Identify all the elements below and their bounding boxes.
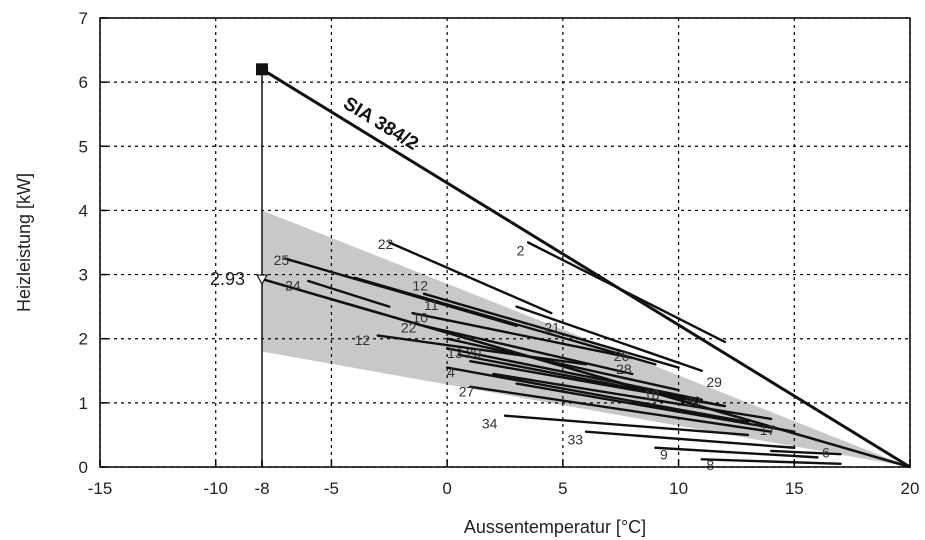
y-tick-label: 6 bbox=[79, 73, 88, 92]
series-number-label: 13 bbox=[447, 345, 463, 361]
series-number-label: 25 bbox=[274, 252, 290, 268]
mean-marker-point bbox=[255, 274, 269, 286]
series-line-29 bbox=[515, 305, 703, 372]
series-number-label: 33 bbox=[567, 432, 583, 448]
y-tick-label: 1 bbox=[79, 394, 88, 413]
x-tick-label: 20 bbox=[901, 479, 920, 498]
series-line-9 bbox=[654, 446, 819, 459]
y-axis-label: Heizleistung [kW] bbox=[14, 173, 34, 312]
series-line-4 bbox=[445, 366, 750, 424]
series-number-label: 28 bbox=[616, 361, 632, 377]
series-number-label: 9 bbox=[660, 446, 668, 462]
series-number-label: 22 bbox=[378, 236, 394, 252]
series-number-label: 34 bbox=[482, 416, 498, 432]
series-number-label: 2 bbox=[517, 242, 525, 258]
series-line-unnamed-15 bbox=[422, 292, 680, 369]
series-number-label: 6 bbox=[822, 444, 830, 460]
series-number-label: 22 bbox=[401, 319, 417, 335]
series-line-8 bbox=[700, 458, 842, 465]
series-number-label: 10 bbox=[412, 310, 428, 326]
series-number-label: 17 bbox=[760, 422, 776, 438]
series-line-27 bbox=[469, 385, 773, 433]
y-tick-label: 4 bbox=[79, 201, 88, 220]
sia-marker-point bbox=[256, 63, 268, 76]
y-tick-label: 7 bbox=[79, 9, 88, 28]
series-line-24 bbox=[307, 279, 391, 308]
series-number-label: 24 bbox=[285, 278, 301, 294]
mean-line bbox=[261, 277, 911, 469]
series-line-6 bbox=[769, 449, 842, 456]
mean-value-label: 2.93 bbox=[210, 269, 245, 289]
x-tick-label: -8 bbox=[254, 479, 269, 498]
series-number-label: 11 bbox=[424, 297, 439, 313]
series-number-label: 21 bbox=[544, 319, 560, 335]
x-tick-label: 15 bbox=[785, 479, 804, 498]
series-line-unnamed-16 bbox=[411, 311, 634, 360]
series-line-22 bbox=[388, 241, 553, 315]
series-line-33 bbox=[584, 430, 796, 449]
series-number-label: 8 bbox=[706, 457, 714, 473]
y-tick-label: 0 bbox=[79, 458, 88, 477]
x-tick-label: -5 bbox=[324, 479, 339, 498]
y-tick-label: 5 bbox=[79, 137, 88, 156]
sia-reference-line bbox=[261, 68, 911, 469]
series-number-label: 18 bbox=[644, 387, 660, 403]
series-number-label: 12 bbox=[355, 332, 371, 348]
y-tick-label: 2 bbox=[79, 330, 88, 349]
series-number-label: 4 bbox=[447, 364, 455, 380]
x-tick-label: -10 bbox=[203, 479, 228, 498]
x-tick-label: 5 bbox=[558, 479, 567, 498]
series-number-label: 26 bbox=[614, 348, 630, 364]
y-tick-label: 3 bbox=[79, 266, 88, 285]
series-line-unnamed-20 bbox=[469, 359, 727, 408]
x-tick-label: 10 bbox=[669, 479, 688, 498]
x-tick-label: -15 bbox=[88, 479, 113, 498]
x-tick-label: 0 bbox=[442, 479, 451, 498]
series-line-unnamed-18 bbox=[445, 337, 680, 392]
series-line-12 bbox=[376, 334, 588, 366]
series-number-label: 12 bbox=[412, 278, 428, 294]
series-line-unnamed-19 bbox=[445, 347, 703, 401]
series-line-unnamed-21 bbox=[515, 382, 796, 433]
series-line-unnamed-14 bbox=[353, 276, 657, 366]
series-number-label: 30 bbox=[686, 393, 702, 409]
series-line-unnamed-22 bbox=[492, 372, 773, 421]
series-line-34 bbox=[503, 414, 750, 437]
series-number-label: 27 bbox=[459, 383, 475, 399]
series-line-unnamed-17 bbox=[422, 324, 634, 376]
x-axis-label: Aussentemperatur [°C] bbox=[464, 517, 646, 537]
series-number-label: 29 bbox=[706, 374, 722, 390]
series-number-label: 20 bbox=[466, 345, 482, 361]
plot-frame bbox=[99, 17, 911, 468]
